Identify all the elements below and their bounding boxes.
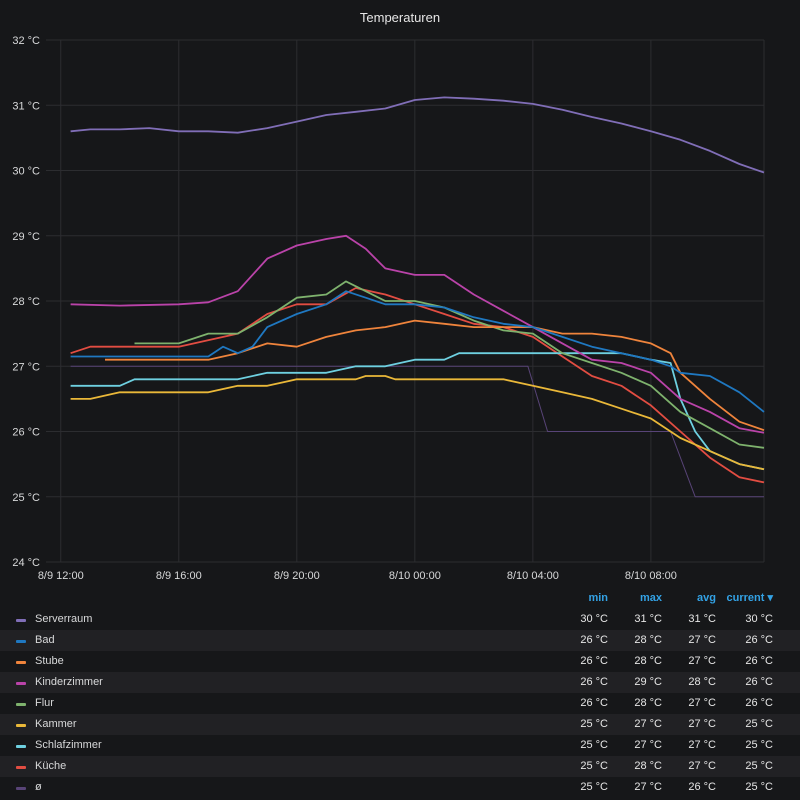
legend-series-name[interactable]: Bad	[35, 634, 55, 646]
legend-series-name[interactable]: Serverraum	[35, 613, 93, 625]
legend-row[interactable]: Küche 25 °C 28 °C 27 °C 25 °C	[0, 756, 800, 777]
legend-max-value: 29 °C	[634, 676, 662, 688]
legend-col-current-sorted[interactable]: current ▾	[726, 592, 773, 604]
legend-current-value: 26 °C	[745, 655, 773, 667]
legend-row[interactable]: Kammer 25 °C 27 °C 27 °C 25 °C	[0, 714, 800, 735]
legend-max-value: 31 °C	[634, 613, 662, 625]
series-line-kinderzimmer	[70, 234, 765, 434]
series-line-schlafzimmer	[70, 352, 765, 471]
legend-swatch[interactable]	[16, 682, 26, 685]
legend-avg-value: 28 °C	[688, 676, 716, 688]
legend-series-name[interactable]: Küche	[35, 760, 67, 772]
legend-col-max[interactable]: max	[639, 592, 662, 604]
legend-table: min max avg current ▾ Serverraum 30 °C 31 …	[0, 588, 800, 798]
legend-max-value: 27 °C	[634, 739, 662, 751]
legend-avg-value: 27 °C	[688, 739, 716, 751]
legend-current-value: 26 °C	[745, 634, 773, 646]
series-line-serverraum	[70, 96, 765, 174]
y-tick-label: 29 °C	[12, 231, 40, 243]
series-line-kammer	[70, 375, 765, 471]
legend-min-value: 30 °C	[580, 613, 608, 625]
legend-row[interactable]: Serverraum 30 °C 31 °C 31 °C 30 °C	[0, 609, 800, 630]
legend-row[interactable]: Flur 26 °C 28 °C 27 °C 26 °C	[0, 693, 800, 714]
x-tick-label: 8/10 00:00	[389, 570, 441, 582]
legend-min-value: 25 °C	[580, 739, 608, 751]
y-tick-label: 24 °C	[12, 557, 40, 569]
legend-series-name[interactable]: ø	[35, 781, 42, 793]
legend-current-value: 25 °C	[745, 718, 773, 730]
legend-max-value: 28 °C	[634, 760, 662, 772]
legend-series-name[interactable]: Flur	[35, 697, 54, 709]
legend-row[interactable]: Schlafzimmer 25 °C 27 °C 27 °C 25 °C	[0, 735, 800, 756]
legend-min-value: 26 °C	[580, 676, 608, 688]
legend-avg-value: 27 °C	[688, 655, 716, 667]
legend-max-value: 27 °C	[634, 781, 662, 793]
series-line-	[70, 365, 764, 498]
x-tick-label: 8/9 20:00	[274, 570, 320, 582]
legend-series-name[interactable]: Kammer	[35, 718, 77, 730]
legend-swatch[interactable]	[16, 787, 26, 790]
x-tick-label: 8/9 12:00	[38, 570, 84, 582]
legend-current-value: 25 °C	[745, 781, 773, 793]
legend-col-min[interactable]: min	[588, 592, 608, 604]
legend-min-value: 26 °C	[580, 655, 608, 667]
legend-swatch[interactable]	[16, 661, 26, 664]
x-tick-label: 8/10 08:00	[625, 570, 677, 582]
legend-swatch[interactable]	[16, 619, 26, 622]
y-tick-label: 30 °C	[12, 166, 40, 178]
legend-current-value: 26 °C	[745, 697, 773, 709]
legend-swatch[interactable]	[16, 703, 26, 706]
legend-current-value: 25 °C	[745, 760, 773, 772]
series-line-bad	[70, 290, 765, 413]
series-line-stube	[105, 319, 765, 432]
legend-avg-value: 27 °C	[688, 697, 716, 709]
legend-row[interactable]: Stube 26 °C 28 °C 27 °C 26 °C	[0, 651, 800, 672]
legend-max-value: 28 °C	[634, 655, 662, 667]
legend-series-name[interactable]: Schlafzimmer	[35, 739, 102, 751]
legend-avg-value: 27 °C	[688, 634, 716, 646]
legend-avg-value: 31 °C	[688, 613, 716, 625]
legend-current-value: 25 °C	[745, 739, 773, 751]
legend-avg-value: 27 °C	[688, 760, 716, 772]
legend-min-value: 26 °C	[580, 634, 608, 646]
legend-current-value: 30 °C	[745, 613, 773, 625]
y-tick-label: 27 °C	[12, 361, 40, 373]
legend-min-value: 25 °C	[580, 718, 608, 730]
x-tick-label: 8/10 04:00	[507, 570, 559, 582]
legend-series-name[interactable]: Kinderzimmer	[35, 676, 103, 688]
legend-row[interactable]: Kinderzimmer 26 °C 29 °C 28 °C 26 °C	[0, 672, 800, 693]
chart-area[interactable]: 24 °C 25 °C 26 °C 27 °C 28 °C 29 °C 30 °C 31 °C…	[0, 0, 800, 588]
legend-max-value: 28 °C	[634, 634, 662, 646]
y-tick-label: 25 °C	[12, 492, 40, 504]
series-line-k-che	[70, 287, 765, 484]
legend-swatch[interactable]	[16, 724, 26, 727]
legend-swatch[interactable]	[16, 745, 26, 748]
legend-row[interactable]: Bad 26 °C 28 °C 27 °C 26 °C	[0, 630, 800, 651]
legend-avg-value: 26 °C	[688, 781, 716, 793]
legend-swatch[interactable]	[16, 640, 26, 643]
y-tick-label: 26 °C	[12, 427, 40, 439]
legend-min-value: 25 °C	[580, 760, 608, 772]
legend-col-avg[interactable]: avg	[697, 592, 716, 604]
y-tick-label: 31 °C	[12, 100, 40, 112]
legend-min-value: 26 °C	[580, 697, 608, 709]
y-tick-label: 28 °C	[12, 296, 40, 308]
legend-min-value: 25 °C	[580, 781, 608, 793]
legend-swatch[interactable]	[16, 766, 26, 769]
chart-title: Temperaturen	[359, 10, 441, 25]
legend-current-value: 26 °C	[745, 676, 773, 688]
legend-max-value: 27 °C	[634, 718, 662, 730]
legend-max-value: 28 °C	[634, 697, 662, 709]
x-tick-label: 8/9 16:00	[156, 570, 202, 582]
y-tick-label: 32 °C	[12, 35, 40, 47]
legend-header: min max avg current ▾	[0, 588, 800, 609]
legend-row[interactable]: ø 25 °C 27 °C 26 °C 25 °C	[0, 777, 800, 798]
legend-avg-value: 27 °C	[688, 718, 716, 730]
legend-series-name[interactable]: Stube	[35, 655, 64, 667]
